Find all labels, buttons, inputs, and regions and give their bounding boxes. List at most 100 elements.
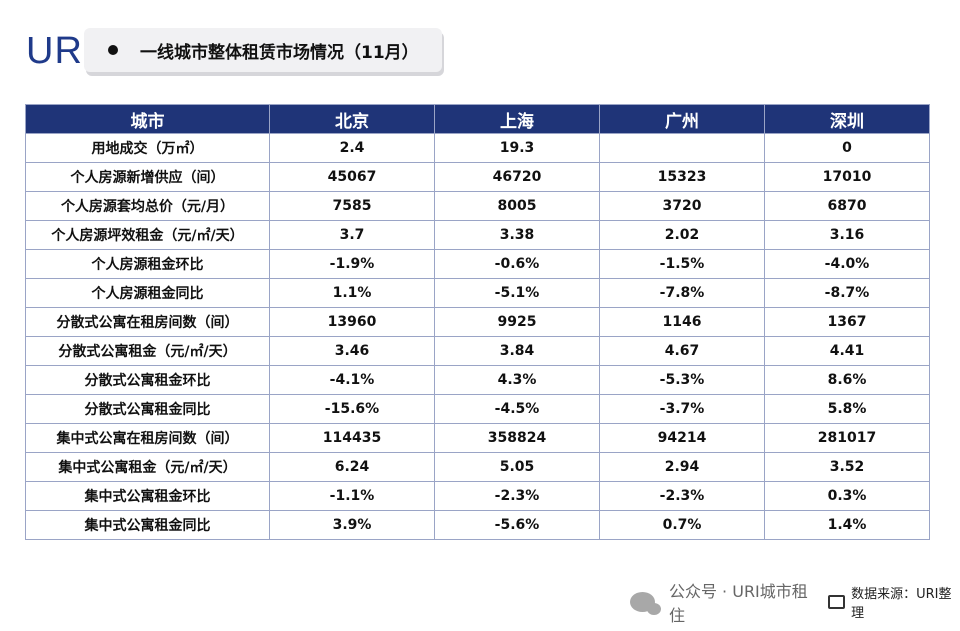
table-cell bbox=[599, 133, 765, 163]
table-cell: 6.24 bbox=[269, 452, 435, 482]
header-guangzhou: 广州 bbox=[599, 104, 765, 134]
page-title: 一线城市整体租赁市场情况（11月） bbox=[140, 42, 419, 63]
table-cell: 281017 bbox=[764, 423, 930, 453]
table-cell: 1367 bbox=[764, 307, 930, 337]
table-cell: 19.3 bbox=[434, 133, 600, 163]
table-cell: 8005 bbox=[434, 191, 600, 221]
table-cell: 4.67 bbox=[599, 336, 765, 366]
row-label: 个人房源坪效租金（元/㎡/天） bbox=[25, 220, 270, 250]
table-cell: -3.7% bbox=[599, 394, 765, 424]
table-row: 分散式公寓租金环比 -4.1% 4.3% -5.3% 8.6% bbox=[25, 365, 930, 395]
table-row: 个人房源坪效租金（元/㎡/天） 3.7 3.38 2.02 3.16 bbox=[25, 220, 930, 250]
table-cell: -4.0% bbox=[764, 249, 930, 279]
table-header-row: 城市 北京 上海 广州 深圳 bbox=[25, 104, 930, 134]
row-label: 分散式公寓租金同比 bbox=[25, 394, 270, 424]
table-cell: 3.52 bbox=[764, 452, 930, 482]
table-row: 集中式公寓租金同比 3.9% -5.6% 0.7% 1.4% bbox=[25, 510, 930, 540]
uri-logo: URI bbox=[26, 30, 95, 72]
table-cell: 5.05 bbox=[434, 452, 600, 482]
table-cell: 3.16 bbox=[764, 220, 930, 250]
table-cell: 3.46 bbox=[269, 336, 435, 366]
table-cell: 13960 bbox=[269, 307, 435, 337]
table-cell: 9925 bbox=[434, 307, 600, 337]
table-cell: -1.5% bbox=[599, 249, 765, 279]
table-row: 分散式公寓租金同比 -15.6% -4.5% -3.7% 5.8% bbox=[25, 394, 930, 424]
row-label: 个人房源租金环比 bbox=[25, 249, 270, 279]
table-row: 分散式公寓在租房间数（间） 13960 9925 1146 1367 bbox=[25, 307, 930, 337]
header-shenzhen: 深圳 bbox=[764, 104, 930, 134]
table-cell: 45067 bbox=[269, 162, 435, 192]
table-cell: 3.7 bbox=[269, 220, 435, 250]
table-cell: 2.4 bbox=[269, 133, 435, 163]
table-cell: 0 bbox=[764, 133, 930, 163]
row-label: 个人房源新增供应（间） bbox=[25, 162, 270, 192]
row-label: 集中式公寓在租房间数（间） bbox=[25, 423, 270, 453]
table-cell: -1.1% bbox=[269, 481, 435, 511]
table-cell: 0.3% bbox=[764, 481, 930, 511]
row-label: 集中式公寓租金环比 bbox=[25, 481, 270, 511]
table-cell: -8.7% bbox=[764, 278, 930, 308]
table-row: 个人房源租金同比 1.1% -5.1% -7.8% -8.7% bbox=[25, 278, 930, 308]
bullet-icon bbox=[108, 45, 118, 55]
table-cell: -15.6% bbox=[269, 394, 435, 424]
table-cell: 3720 bbox=[599, 191, 765, 221]
title-banner: 一线城市整体租赁市场情况（11月） bbox=[84, 28, 442, 72]
row-label: 集中式公寓租金同比 bbox=[25, 510, 270, 540]
table-cell: 17010 bbox=[764, 162, 930, 192]
row-label: 分散式公寓租金环比 bbox=[25, 365, 270, 395]
table-cell: 7585 bbox=[269, 191, 435, 221]
row-label: 集中式公寓租金（元/㎡/天） bbox=[25, 452, 270, 482]
row-label: 分散式公寓租金（元/㎡/天） bbox=[25, 336, 270, 366]
table-cell: -5.3% bbox=[599, 365, 765, 395]
wechat-icon bbox=[630, 592, 661, 615]
row-label: 用地成交（万㎡） bbox=[25, 133, 270, 163]
table-cell: 94214 bbox=[599, 423, 765, 453]
table-cell: 3.38 bbox=[434, 220, 600, 250]
table-cell: -5.6% bbox=[434, 510, 600, 540]
table-cell: 15323 bbox=[599, 162, 765, 192]
table-cell: 0.7% bbox=[599, 510, 765, 540]
table-cell: 3.9% bbox=[269, 510, 435, 540]
table-row: 个人房源套均总价（元/月） 7585 8005 3720 6870 bbox=[25, 191, 930, 221]
row-label: 个人房源租金同比 bbox=[25, 278, 270, 308]
table-cell: -2.3% bbox=[599, 481, 765, 511]
table-cell: -0.6% bbox=[434, 249, 600, 279]
account-name: 公众号 · URI城市租住 bbox=[668, 582, 808, 625]
table-row: 集中式公寓在租房间数（间） 114435 358824 94214 281017 bbox=[25, 423, 930, 453]
table-row: 集中式公寓租金环比 -1.1% -2.3% -2.3% 0.3% bbox=[25, 481, 930, 511]
table-cell: 1146 bbox=[599, 307, 765, 337]
table-cell: -5.1% bbox=[434, 278, 600, 308]
table-cell: 358824 bbox=[434, 423, 600, 453]
row-label: 个人房源套均总价（元/月） bbox=[25, 191, 270, 221]
header-beijing: 北京 bbox=[269, 104, 435, 134]
table-cell: 5.8% bbox=[764, 394, 930, 424]
header-shanghai: 上海 bbox=[434, 104, 600, 134]
table-cell: 6870 bbox=[764, 191, 930, 221]
header-city: 城市 bbox=[25, 104, 270, 134]
table-cell: 2.02 bbox=[599, 220, 765, 250]
table-cell: 46720 bbox=[434, 162, 600, 192]
table-row: 用地成交（万㎡） 2.4 19.3 0 bbox=[25, 133, 930, 163]
table-row: 分散式公寓租金（元/㎡/天） 3.46 3.84 4.67 4.41 bbox=[25, 336, 930, 366]
table-cell: 4.41 bbox=[764, 336, 930, 366]
footer: 公众号 · URI城市租住 数据来源：URI整理 bbox=[630, 578, 960, 626]
rental-market-table: 城市 北京 上海 广州 深圳 用地成交（万㎡） 2.4 19.3 0 个人房源新增供应（… bbox=[25, 104, 930, 540]
table-cell: -7.8% bbox=[599, 278, 765, 308]
table-cell: 3.84 bbox=[434, 336, 600, 366]
table-cell: 114435 bbox=[269, 423, 435, 453]
table-row: 集中式公寓租金（元/㎡/天） 6.24 5.05 2.94 3.52 bbox=[25, 452, 930, 482]
row-label: 分散式公寓在租房间数（间） bbox=[25, 307, 270, 337]
table-cell: 1.4% bbox=[764, 510, 930, 540]
table-cell: -1.9% bbox=[269, 249, 435, 279]
table-cell: -4.1% bbox=[269, 365, 435, 395]
table-cell: 8.6% bbox=[764, 365, 930, 395]
data-source: 数据来源：URI整理 bbox=[851, 587, 952, 621]
table-cell: 4.3% bbox=[434, 365, 600, 395]
table-row: 个人房源新增供应（间） 45067 46720 15323 17010 bbox=[25, 162, 930, 192]
table-cell: 1.1% bbox=[269, 278, 435, 308]
chart-source-icon bbox=[827, 595, 846, 609]
table-cell: -4.5% bbox=[434, 394, 600, 424]
table-cell: -2.3% bbox=[434, 481, 600, 511]
table-cell: 2.94 bbox=[599, 452, 765, 482]
table-row: 个人房源租金环比 -1.9% -0.6% -1.5% -4.0% bbox=[25, 249, 930, 279]
